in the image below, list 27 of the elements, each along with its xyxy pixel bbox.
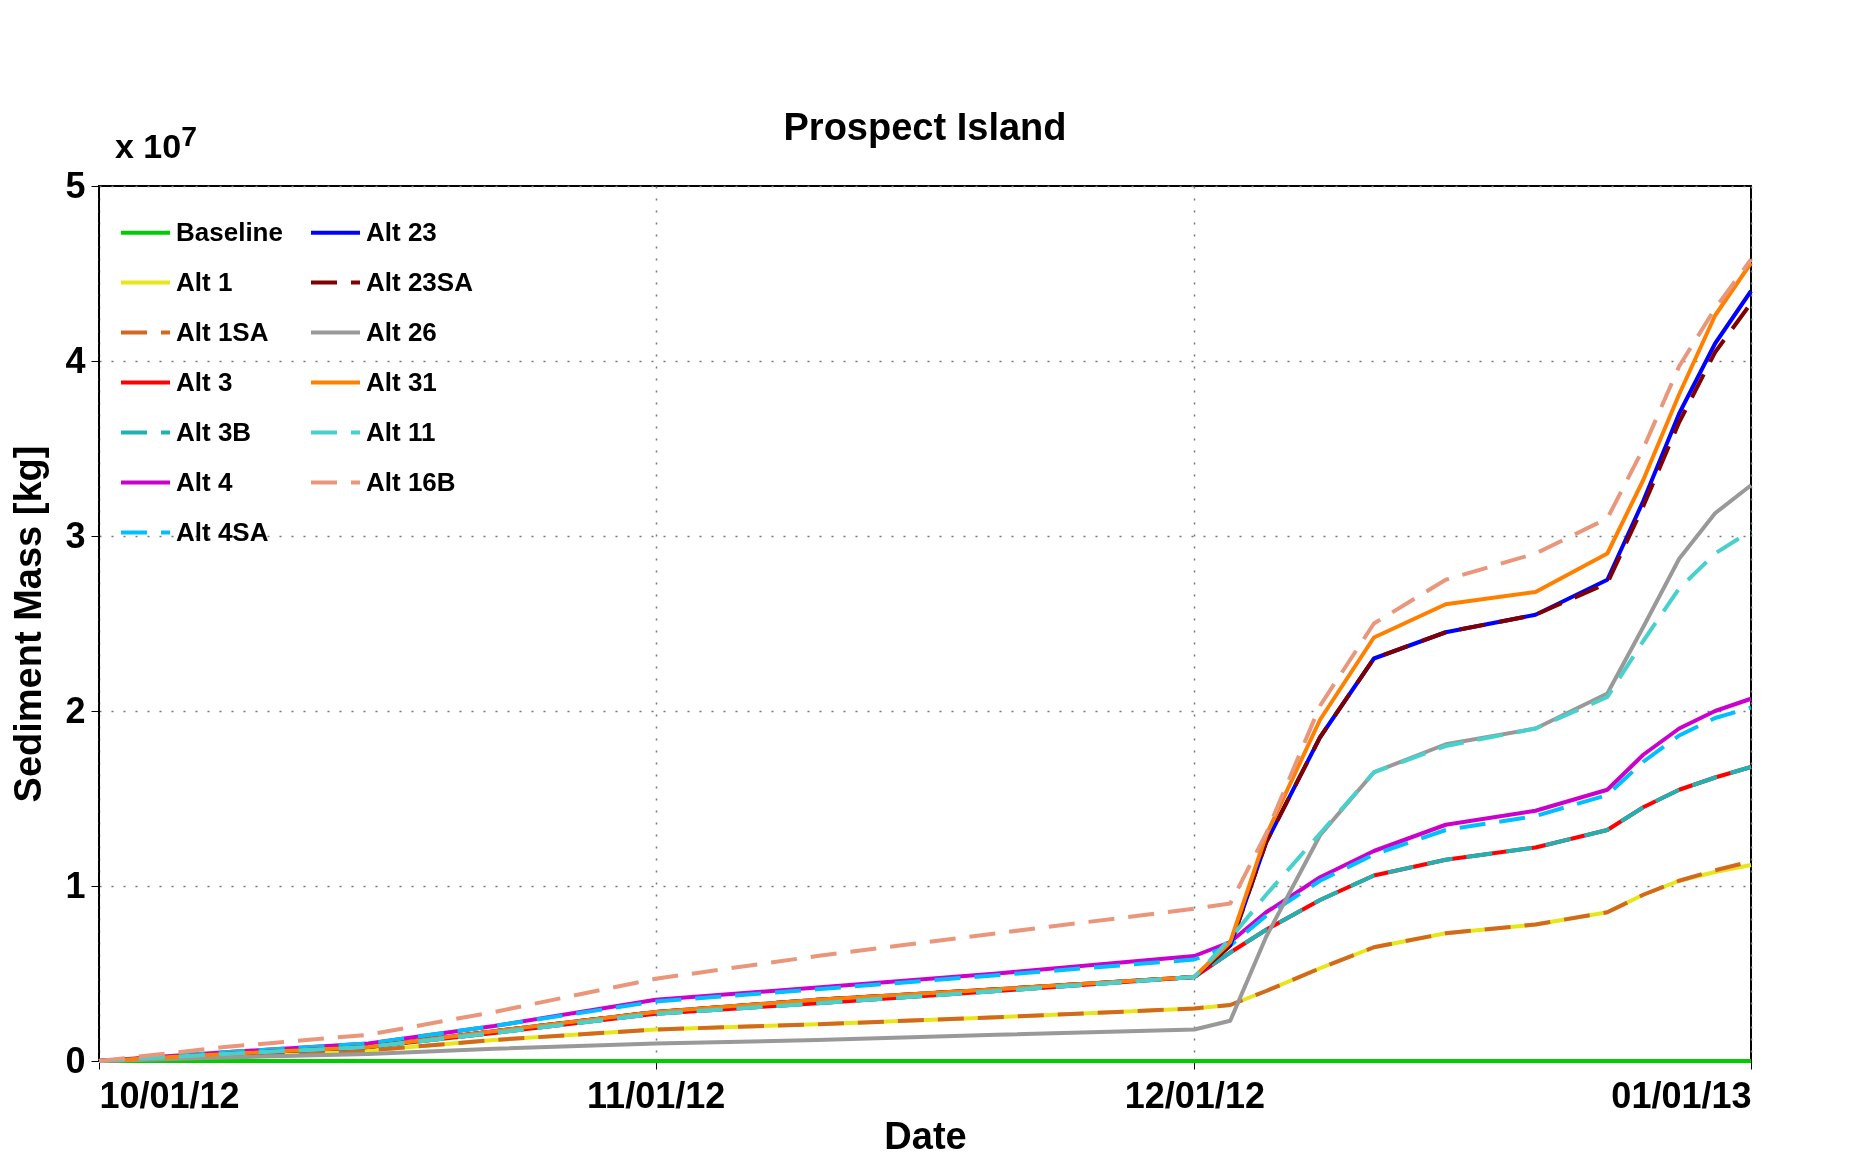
text: x 10$^{7}$ [115, 120, 197, 167]
chart-title: Prospect Island [783, 106, 1067, 148]
y-tick-label: 4 [65, 339, 86, 381]
legend-label: Alt 4SA [176, 516, 269, 547]
legend-label: Alt 23SA [366, 266, 474, 297]
legend-label: Alt 3 [176, 366, 233, 397]
x-tick-label: 10/01/12 [99, 1074, 240, 1116]
y-tick-label: 3 [65, 514, 86, 556]
y-tick-label: 2 [65, 689, 86, 731]
x-tick-label: 11/01/12 [587, 1074, 726, 1116]
y-tick-label: 5 [65, 164, 86, 206]
x-axis-title: Date [884, 1114, 967, 1157]
legend-label: Baseline [176, 216, 283, 247]
x-tick-label: 01/01/13 [1611, 1074, 1752, 1116]
y-axis-title: Sediment Mass [kg] [7, 445, 50, 803]
legend-label: Alt 1 [176, 266, 233, 297]
legend-label: Alt 16B [366, 466, 456, 497]
legend-label: Alt 11 [366, 416, 436, 447]
y-tick-label: 0 [65, 1039, 86, 1081]
y-tick-label: 1 [65, 864, 86, 906]
x-tick-label: 12/01/12 [1124, 1074, 1265, 1116]
legend-label: Alt 31 [366, 366, 437, 397]
legend-label: Alt 3B [176, 416, 252, 447]
legend-label: Alt 23 [366, 216, 437, 247]
legend-label: Alt 4 [176, 466, 233, 497]
legend-label: Alt 1SA [176, 316, 269, 347]
legend-label: Alt 26 [366, 316, 437, 347]
